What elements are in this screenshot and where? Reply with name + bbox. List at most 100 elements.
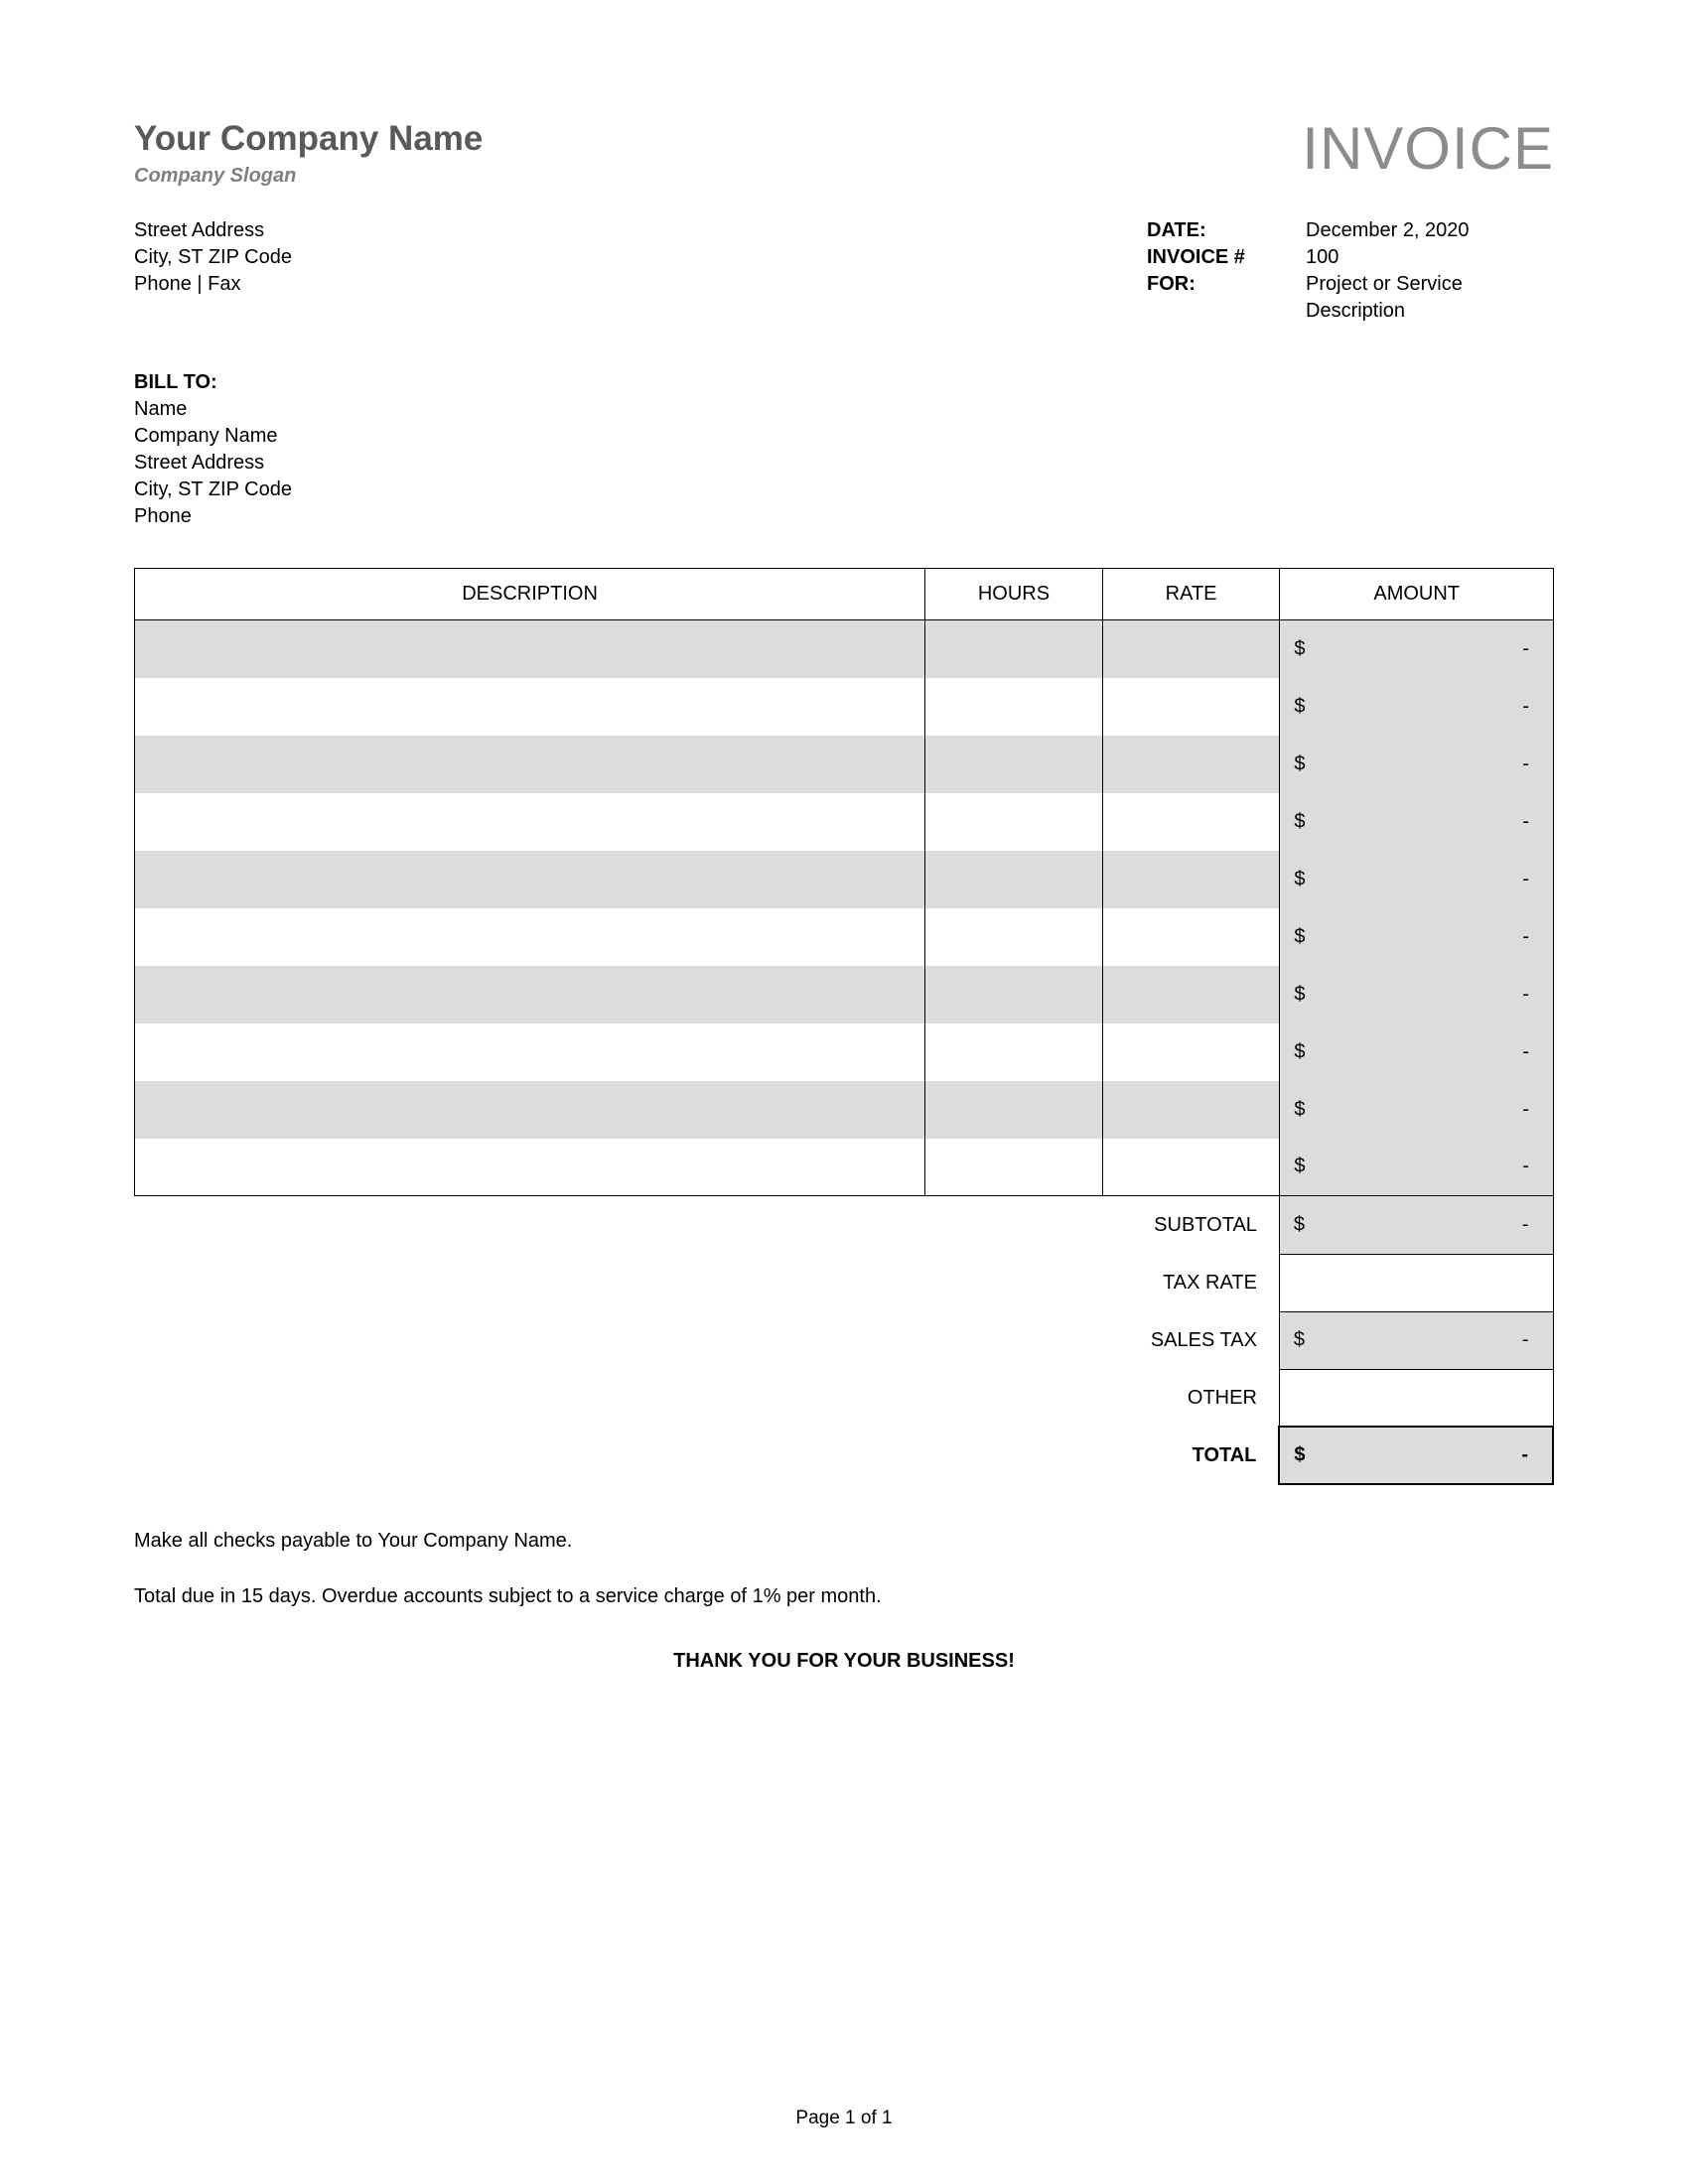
table-row: $- — [135, 1024, 1554, 1081]
rate-cell — [1102, 620, 1280, 678]
col-rate: RATE — [1102, 569, 1280, 620]
summary-value — [1279, 1254, 1553, 1311]
amount-value: - — [1522, 752, 1529, 775]
table-row: $- — [135, 1081, 1554, 1139]
table-row: $- — [135, 851, 1554, 908]
summary-value: $- — [1279, 1427, 1553, 1484]
date-value: December 2, 2020 — [1306, 217, 1554, 244]
description-cell — [135, 736, 925, 793]
rate-cell — [1102, 1024, 1280, 1081]
for-value: Project or Service Description — [1306, 271, 1554, 325]
amount-value: - — [1522, 1098, 1529, 1121]
rate-cell — [1102, 1081, 1280, 1139]
summary-label: OTHER — [1102, 1369, 1280, 1427]
thank-you-line: THANK YOU FOR YOUR BUSINESS! — [134, 1650, 1554, 1673]
amount-value: - — [1522, 983, 1529, 1006]
rate-cell — [1102, 678, 1280, 736]
summary-amount: - — [1521, 1444, 1528, 1467]
summary-label: SUBTOTAL — [1102, 1196, 1280, 1254]
bill-to-name: Name — [134, 396, 1554, 423]
amount-value: - — [1522, 695, 1529, 718]
header-row: Your Company Name Company Slogan INVOICE — [134, 119, 1554, 188]
hours-cell — [925, 1024, 1103, 1081]
amount-cell: $- — [1280, 851, 1554, 908]
rate-cell — [1102, 736, 1280, 793]
table-row: $- — [135, 736, 1554, 793]
summary-spacer — [134, 1311, 1102, 1369]
invoice-no-value: 100 — [1306, 244, 1554, 271]
amount-cell: $- — [1280, 1081, 1554, 1139]
currency-symbol: $ — [1294, 695, 1305, 718]
hours-cell — [925, 1139, 1103, 1196]
hours-cell — [925, 908, 1103, 966]
bill-to-company: Company Name — [134, 423, 1554, 450]
summary-row: SUBTOTAL$- — [134, 1196, 1553, 1254]
bill-to-street: Street Address — [134, 450, 1554, 477]
hours-cell — [925, 966, 1103, 1024]
company-street: Street Address — [134, 217, 292, 244]
amount-value: - — [1522, 1156, 1529, 1178]
amount-value: - — [1522, 925, 1529, 948]
bill-to-label: BILL TO: — [134, 369, 1554, 396]
amount-value: - — [1522, 637, 1529, 660]
page-footer: Page 1 of 1 — [0, 2108, 1688, 2129]
currency-symbol: $ — [1294, 810, 1305, 833]
amount-cell: $- — [1280, 793, 1554, 851]
note-line-2: Total due in 15 days. Overdue accounts s… — [134, 1582, 1554, 1610]
amount-cell: $- — [1280, 678, 1554, 736]
description-cell — [135, 1081, 925, 1139]
summary-value: $- — [1279, 1311, 1553, 1369]
amount-value: - — [1522, 868, 1529, 890]
currency-symbol: $ — [1294, 983, 1305, 1006]
invoice-title: INVOICE — [1302, 119, 1554, 179]
amount-cell: $- — [1280, 1024, 1554, 1081]
summary-spacer — [134, 1427, 1102, 1484]
currency-symbol: $ — [1294, 1098, 1305, 1121]
summary-row: TAX RATE — [134, 1254, 1553, 1311]
currency-symbol: $ — [1294, 925, 1305, 948]
summary-table: SUBTOTAL$-TAX RATESALES TAX$-OTHERTOTAL$… — [134, 1196, 1554, 1485]
table-row: $- — [135, 1139, 1554, 1196]
currency-symbol: $ — [1294, 637, 1305, 660]
hours-cell — [925, 793, 1103, 851]
currency-symbol: $ — [1294, 752, 1305, 775]
currency-symbol: $ — [1294, 1329, 1305, 1352]
hours-cell — [925, 1081, 1103, 1139]
rate-cell — [1102, 851, 1280, 908]
invoice-meta: DATE: INVOICE # FOR: December 2, 2020 10… — [1147, 217, 1554, 325]
currency-symbol: $ — [1294, 1213, 1305, 1236]
description-cell — [135, 793, 925, 851]
note-line-1: Make all checks payable to Your Company … — [134, 1527, 1554, 1555]
description-cell — [135, 1024, 925, 1081]
company-phone: Phone | Fax — [134, 271, 292, 298]
invoice-no-label: INVOICE # — [1147, 244, 1306, 271]
amount-cell: $- — [1280, 1139, 1554, 1196]
hours-cell — [925, 678, 1103, 736]
company-block: Your Company Name Company Slogan — [134, 119, 483, 188]
meta-labels: DATE: INVOICE # FOR: — [1147, 217, 1306, 325]
company-city: City, ST ZIP Code — [134, 244, 292, 271]
line-items-table: DESCRIPTION HOURS RATE AMOUNT $-$-$-$-$-… — [134, 568, 1554, 1196]
col-description: DESCRIPTION — [135, 569, 925, 620]
currency-symbol: $ — [1294, 1040, 1305, 1063]
description-cell — [135, 966, 925, 1024]
currency-symbol: $ — [1294, 1444, 1305, 1467]
table-row: $- — [135, 966, 1554, 1024]
amount-cell: $- — [1280, 736, 1554, 793]
summary-row: SALES TAX$- — [134, 1311, 1553, 1369]
description-cell — [135, 851, 925, 908]
bill-to-block: BILL TO: Name Company Name Street Addres… — [134, 369, 1554, 530]
hours-cell — [925, 736, 1103, 793]
date-label: DATE: — [1147, 217, 1306, 244]
table-header-row: DESCRIPTION HOURS RATE AMOUNT — [135, 569, 1554, 620]
summary-spacer — [134, 1369, 1102, 1427]
bill-to-phone: Phone — [134, 503, 1554, 530]
summary-value — [1279, 1369, 1553, 1427]
address-meta-row: Street Address City, ST ZIP Code Phone |… — [134, 188, 1554, 325]
summary-row: TOTAL$- — [134, 1427, 1553, 1484]
company-slogan: Company Slogan — [134, 165, 483, 188]
col-amount: AMOUNT — [1280, 569, 1554, 620]
currency-symbol: $ — [1294, 1156, 1305, 1178]
amount-cell: $- — [1280, 620, 1554, 678]
summary-value: $- — [1279, 1196, 1553, 1254]
